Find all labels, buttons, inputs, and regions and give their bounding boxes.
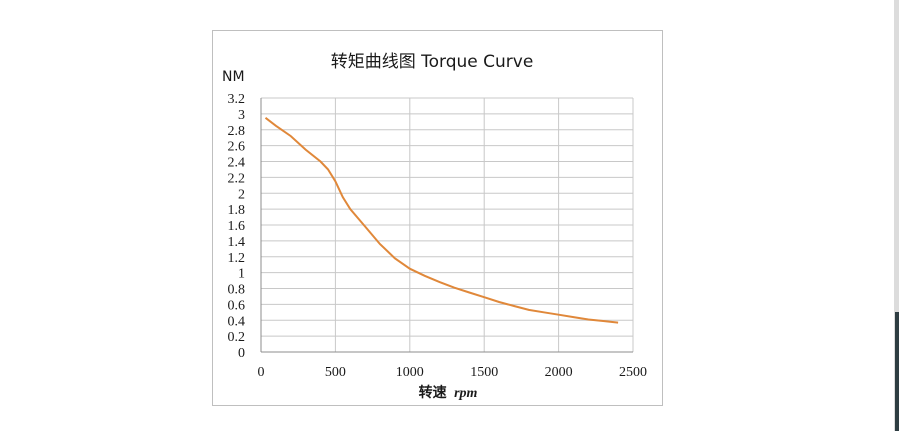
chart-title: 转矩曲线图 Torque Curve <box>331 52 534 72</box>
window-edge-accent <box>895 312 899 431</box>
y-tick-label: 2.8 <box>228 124 246 139</box>
y-axis-label: NM <box>222 69 245 85</box>
tick-labels: 00.20.40.60.811.21.41.61.822.22.42.62.83… <box>228 92 648 380</box>
y-tick-label: 2 <box>238 187 245 202</box>
y-tick-label: 1.2 <box>228 251 246 266</box>
y-tick-label: 1.8 <box>228 203 246 218</box>
y-tick-label: 1.6 <box>228 219 246 234</box>
x-axis-label-prefix: 转速 <box>419 384 447 401</box>
grid <box>260 97 634 353</box>
y-tick-label: 2.6 <box>228 140 246 155</box>
y-tick-label: 2.4 <box>228 156 246 171</box>
x-tick-label: 2500 <box>619 365 647 380</box>
y-tick-label: 1 <box>238 267 245 282</box>
series-line-torque <box>264 117 619 324</box>
y-tick-label: 0.6 <box>228 298 246 313</box>
x-tick-label: 500 <box>325 365 346 380</box>
y-tick-label: 1.4 <box>228 235 246 250</box>
x-axis-label-unit: rpm <box>454 386 477 401</box>
y-tick-label: 0.4 <box>228 314 246 329</box>
x-tick-label: 1500 <box>470 365 498 380</box>
y-tick-label: 3 <box>238 108 245 123</box>
y-tick-label: 2.2 <box>228 171 246 186</box>
x-tick-label: 2000 <box>545 365 573 380</box>
y-tick-label: 0.8 <box>228 283 246 298</box>
y-tick-label: 0.2 <box>228 330 246 345</box>
x-axis-label: 转速 rpm <box>419 384 478 401</box>
window-edge <box>894 0 899 431</box>
x-tick-label: 0 <box>258 365 265 380</box>
y-tick-label: 0 <box>238 346 245 361</box>
y-tick-label: 3.2 <box>228 92 246 107</box>
chart-frame <box>212 30 663 406</box>
x-tick-label: 1000 <box>396 365 424 380</box>
